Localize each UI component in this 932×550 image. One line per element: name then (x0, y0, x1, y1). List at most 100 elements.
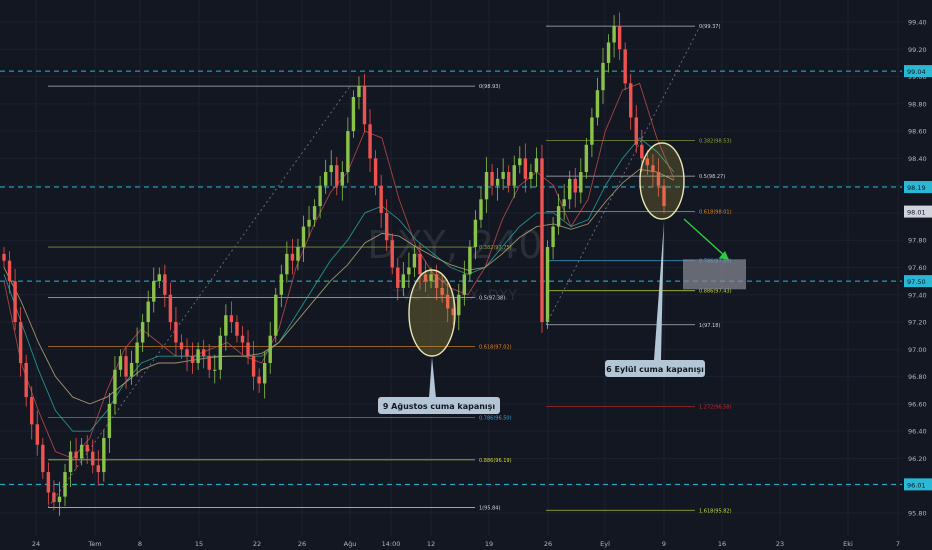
y-tick-label: 99.40 (908, 19, 927, 27)
candle (606, 42, 611, 63)
moving-average-line (3, 82, 675, 459)
y-tick-label: 97.20 (908, 319, 927, 327)
candle (307, 219, 311, 227)
candle (335, 165, 339, 186)
current-price-badge (904, 205, 932, 218)
candle (240, 335, 245, 343)
candle (451, 308, 455, 316)
candle (523, 158, 528, 179)
candle (346, 131, 350, 173)
candle (601, 62, 605, 91)
candle (35, 424, 39, 445)
candle (163, 274, 167, 295)
level-price-badge (904, 65, 932, 78)
x-tick-label: 26 (544, 540, 552, 548)
candle (623, 49, 627, 84)
candle (41, 444, 45, 473)
candle (57, 496, 62, 503)
callout-box-aug (378, 397, 500, 414)
y-tick-label: 96.80 (908, 373, 927, 381)
candle (379, 185, 383, 213)
y-tick-label: 99.20 (908, 46, 927, 54)
candle (279, 274, 284, 295)
candle (595, 90, 600, 118)
candle (74, 451, 78, 459)
candle (640, 144, 644, 159)
x-tick-label: 15 (195, 540, 203, 548)
x-tick-label: 14:00 (382, 540, 401, 548)
candle (7, 260, 12, 282)
candle (545, 247, 550, 323)
candle (479, 199, 483, 220)
candle (540, 158, 544, 323)
candle (30, 397, 34, 425)
fib-left-level-label: 1(95.84) (479, 506, 500, 512)
projection-arrow (683, 218, 727, 258)
y-tick-label: 97.80 (908, 237, 927, 245)
fib-trendline-right (545, 25, 701, 325)
candle (52, 492, 56, 503)
candle (418, 253, 422, 275)
callout-box-sep (605, 360, 705, 377)
candle (185, 349, 189, 357)
level-price-badge (904, 181, 932, 194)
watermark: DXY, 240 TVC - INDEX: DXY (367, 223, 542, 304)
level-price-badge (904, 275, 932, 288)
candle (68, 451, 73, 473)
y-axis: 99.4099.2099.0098.8098.6098.4098.2098.00… (902, 0, 932, 550)
candle (429, 274, 433, 282)
candle (534, 158, 539, 173)
x-tick-label: 26 (298, 540, 306, 548)
candle (457, 294, 461, 316)
level-price-text: 96.01 (907, 481, 926, 489)
candle (63, 472, 67, 497)
fib-right-level-label: 0.886(97.43) (699, 289, 732, 295)
horizontal-levels[interactable] (0, 70, 902, 485)
candle (251, 356, 256, 377)
candle (235, 322, 239, 336)
candle (507, 172, 511, 186)
candle (495, 178, 500, 186)
candle (351, 97, 356, 132)
x-tick-label: Ağu (344, 540, 357, 548)
level-price-text: 98.19 (907, 184, 926, 192)
fib-right-level-label: 0.5(98.27) (699, 174, 725, 180)
candle (556, 206, 561, 227)
candle (174, 322, 178, 343)
callout-text-aug: 9 Ağustos cuma kapanışı (383, 402, 496, 411)
candle (423, 274, 428, 282)
candle (79, 444, 84, 459)
annotations[interactable]: 9 Ağustos cuma kapanışı 6 Eylül cuma kapa… (47, 25, 746, 508)
candle (473, 219, 478, 248)
candle (401, 274, 406, 288)
y-tick-label: 98.40 (908, 155, 927, 163)
candle (645, 158, 650, 166)
candle (152, 281, 156, 302)
candle (118, 356, 123, 370)
y-tick-label: 97.00 (908, 346, 927, 354)
fib-right-level-label: 1.272(96.58) (699, 405, 732, 411)
candle (207, 356, 211, 370)
candle (384, 212, 389, 241)
candle (146, 301, 150, 323)
candle (390, 240, 394, 268)
x-tick-label: 9 (662, 540, 666, 548)
x-tick-label: 24 (32, 540, 40, 548)
y-tick-label: 96.20 (908, 455, 927, 463)
candle (484, 172, 489, 200)
x-axis: 24 Tem 8 15 22 26 Ağu 14:00 12 19 26 Eyl 9 16 23 Eki 7 (0, 536, 932, 550)
candle (296, 247, 300, 261)
candle (468, 247, 472, 275)
candle (113, 369, 117, 404)
candle (190, 356, 195, 363)
candle (462, 274, 467, 295)
y-axis-panel (902, 0, 932, 550)
candle (290, 253, 295, 261)
candle (396, 267, 400, 288)
level-price-text: 99.04 (907, 68, 926, 76)
candle (529, 172, 533, 179)
candle (2, 253, 6, 261)
candle (224, 315, 228, 336)
candle (96, 465, 100, 473)
